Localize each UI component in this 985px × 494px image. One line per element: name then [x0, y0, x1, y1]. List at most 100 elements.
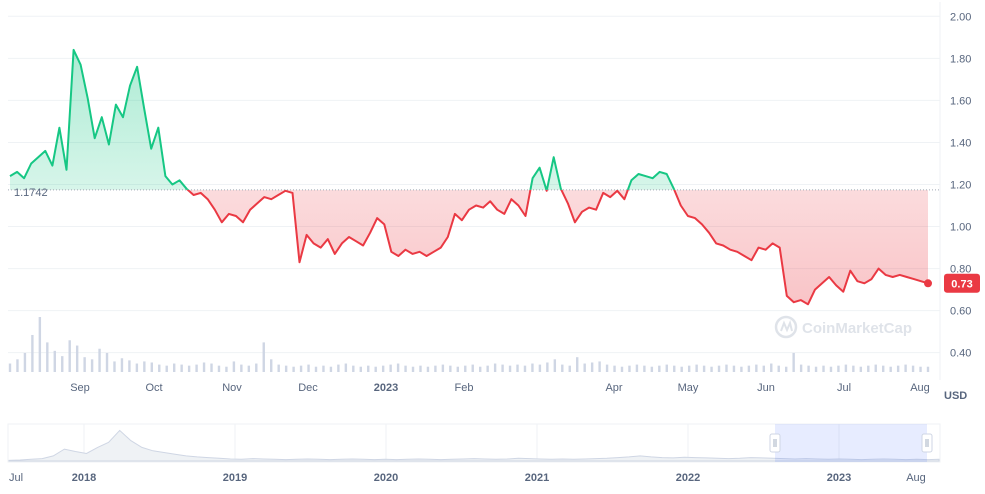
- volume-bar: [255, 363, 258, 372]
- volume-bar: [53, 350, 56, 372]
- volume-bar: [150, 362, 154, 372]
- volume-bar: [553, 359, 557, 372]
- volume-bar: [441, 364, 445, 372]
- x-tick-label: Feb: [455, 382, 474, 394]
- volume-bar: [8, 363, 12, 372]
- x-tick-label: Jun: [757, 382, 775, 394]
- volume-bar: [486, 365, 489, 372]
- volume-bar: [620, 366, 624, 372]
- x-tick-label: Oct: [145, 382, 162, 394]
- volume-bar: [299, 365, 303, 372]
- volume-bar: [889, 366, 892, 372]
- volume-bar: [68, 340, 71, 372]
- volume-bar: [225, 366, 228, 372]
- navigator-tick-label: 2023: [827, 472, 851, 484]
- volume-bar: [822, 365, 825, 372]
- navigator-area: [8, 429, 940, 462]
- x-tick-label: Dec: [298, 382, 318, 394]
- volume-bar: [770, 363, 773, 372]
- volume-bar: [240, 364, 243, 372]
- volume-bar: [844, 364, 848, 372]
- volume-bar: [576, 357, 579, 372]
- volume-bar: [165, 365, 168, 372]
- volume-bar: [643, 365, 646, 372]
- navigator-left-handle[interactable]: [769, 433, 781, 453]
- volume-bar: [516, 364, 519, 372]
- volume-bar: [113, 361, 116, 372]
- volume-bar: [75, 345, 79, 372]
- volume-bar: [158, 364, 161, 372]
- volume-bar: [762, 365, 766, 372]
- volume-bar: [31, 334, 34, 372]
- volume-bar: [180, 364, 183, 372]
- volume-bar: [367, 365, 370, 372]
- volume-bars: [8, 317, 930, 372]
- volume-bar: [583, 363, 586, 372]
- volume-bar: [740, 366, 743, 372]
- x-tick-label: 2023: [374, 382, 398, 394]
- watermark-text: CoinMarketCap: [802, 320, 912, 337]
- volume-bar: [508, 365, 512, 372]
- navigator-tick-label: Aug: [906, 472, 926, 484]
- volume-bar: [725, 364, 728, 372]
- volume-bar: [284, 365, 288, 372]
- range-navigator[interactable]: [7, 423, 941, 463]
- volume-bar: [232, 361, 236, 372]
- navigator-tick-label: 2021: [525, 472, 549, 484]
- volume-bar: [605, 364, 609, 372]
- y-tick-label: 0.60: [950, 306, 971, 318]
- volume-bar: [344, 363, 348, 372]
- volume-bar: [904, 364, 907, 372]
- volume-bar: [105, 352, 109, 372]
- volume-bar: [829, 366, 833, 372]
- last-price-label: 0.73: [951, 278, 972, 290]
- navigator-tick-label: 2018: [72, 472, 96, 484]
- volume-bar: [247, 365, 251, 372]
- volume-bar: [217, 365, 221, 372]
- volume-bar: [464, 365, 467, 372]
- volume-bar: [426, 366, 430, 372]
- price-area: [10, 49, 928, 305]
- volume-bar: [389, 364, 392, 372]
- y-tick-label: 1.60: [950, 95, 971, 107]
- x-tick-label: May: [678, 382, 699, 394]
- x-tick-label: Sep: [70, 382, 90, 394]
- x-tick-label: Nov: [222, 382, 242, 394]
- volume-bar: [710, 366, 713, 372]
- volume-bar: [882, 365, 885, 372]
- volume-bar: [478, 366, 482, 372]
- price-line: [9, 48, 929, 306]
- volume-bar: [665, 364, 668, 372]
- last-price-dot: [924, 279, 932, 288]
- volume-bar: [650, 366, 654, 372]
- volume-bar: [799, 364, 803, 372]
- volume-bar: [23, 352, 27, 372]
- volume-bar: [381, 365, 385, 372]
- volume-bar: [635, 364, 639, 372]
- last-price-badge: [944, 273, 980, 293]
- navigator-right-handle[interactable]: [921, 433, 933, 453]
- coinmarketcap-logo-icon: [774, 315, 798, 339]
- volume-bar: [456, 366, 460, 372]
- area-above-baseline: [10, 49, 928, 190]
- volume-bar: [404, 365, 407, 372]
- volume-bar: [411, 366, 415, 372]
- volume-bar: [90, 359, 94, 372]
- volume-bar: [172, 363, 176, 372]
- volume-bar: [755, 364, 758, 372]
- volume-bar: [867, 365, 870, 372]
- volume-bar: [598, 361, 601, 372]
- volume-bar: [784, 366, 788, 372]
- volume-bar: [493, 363, 497, 372]
- navigator-tick-label: Jul: [9, 472, 23, 484]
- volume-bar: [202, 362, 206, 372]
- volume-bar: [329, 366, 333, 372]
- volume-bar: [561, 364, 564, 372]
- y-tick-label: 1.20: [950, 179, 971, 191]
- volume-bar: [307, 364, 310, 372]
- volume-bar: [46, 342, 49, 372]
- y-tick-label: 0.80: [950, 264, 971, 276]
- navigator-selection[interactable]: [775, 424, 927, 462]
- currency-label: USD: [944, 390, 967, 402]
